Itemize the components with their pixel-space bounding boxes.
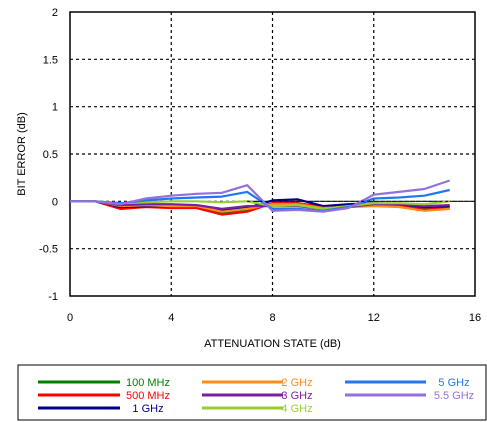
series-layer: [70, 179, 475, 216]
legend-label: 5.5 GHz: [434, 390, 474, 402]
legend-label: 500 MHz: [126, 390, 170, 402]
series-line: [70, 179, 451, 213]
legend-frame: [17, 364, 487, 421]
legend-label: 4 GHz: [281, 403, 312, 415]
y-tick-label: 2: [52, 7, 58, 19]
x-tick-label: 0: [67, 312, 73, 324]
y-tick-label: 1: [52, 102, 58, 114]
y-tick-label: -1: [48, 291, 58, 303]
x-tick-label: 8: [269, 312, 275, 324]
x-tick-label: 12: [368, 312, 380, 324]
grid-lines: [70, 12, 475, 296]
y-axis-label: BIT ERROR (dB): [16, 112, 28, 196]
x-tick-label: 4: [168, 312, 174, 324]
y-tick-label: 0.5: [43, 149, 58, 161]
legend-label: 2 GHz: [281, 377, 312, 389]
x-tick-label: 16: [469, 312, 481, 324]
x-axis-label: ATTENUATION STATE (dB): [204, 338, 341, 350]
legend-label: 100 MHz: [126, 377, 170, 389]
legend-label: 5 GHz: [438, 377, 469, 389]
plot-frame: [69, 11, 476, 297]
legend-label: 1 GHz: [132, 403, 163, 415]
y-tick-label: -0.5: [39, 244, 58, 256]
x-tick-labels: 0 4 8 12 16: [67, 312, 481, 324]
y-tick-label: 0: [52, 196, 58, 208]
legend-label: 3 GHz: [281, 390, 312, 402]
y-tick-label: 1.5: [43, 54, 58, 66]
y-tick-labels: 2 1.5 1 0.5 0 -0.5 -1: [39, 7, 58, 303]
